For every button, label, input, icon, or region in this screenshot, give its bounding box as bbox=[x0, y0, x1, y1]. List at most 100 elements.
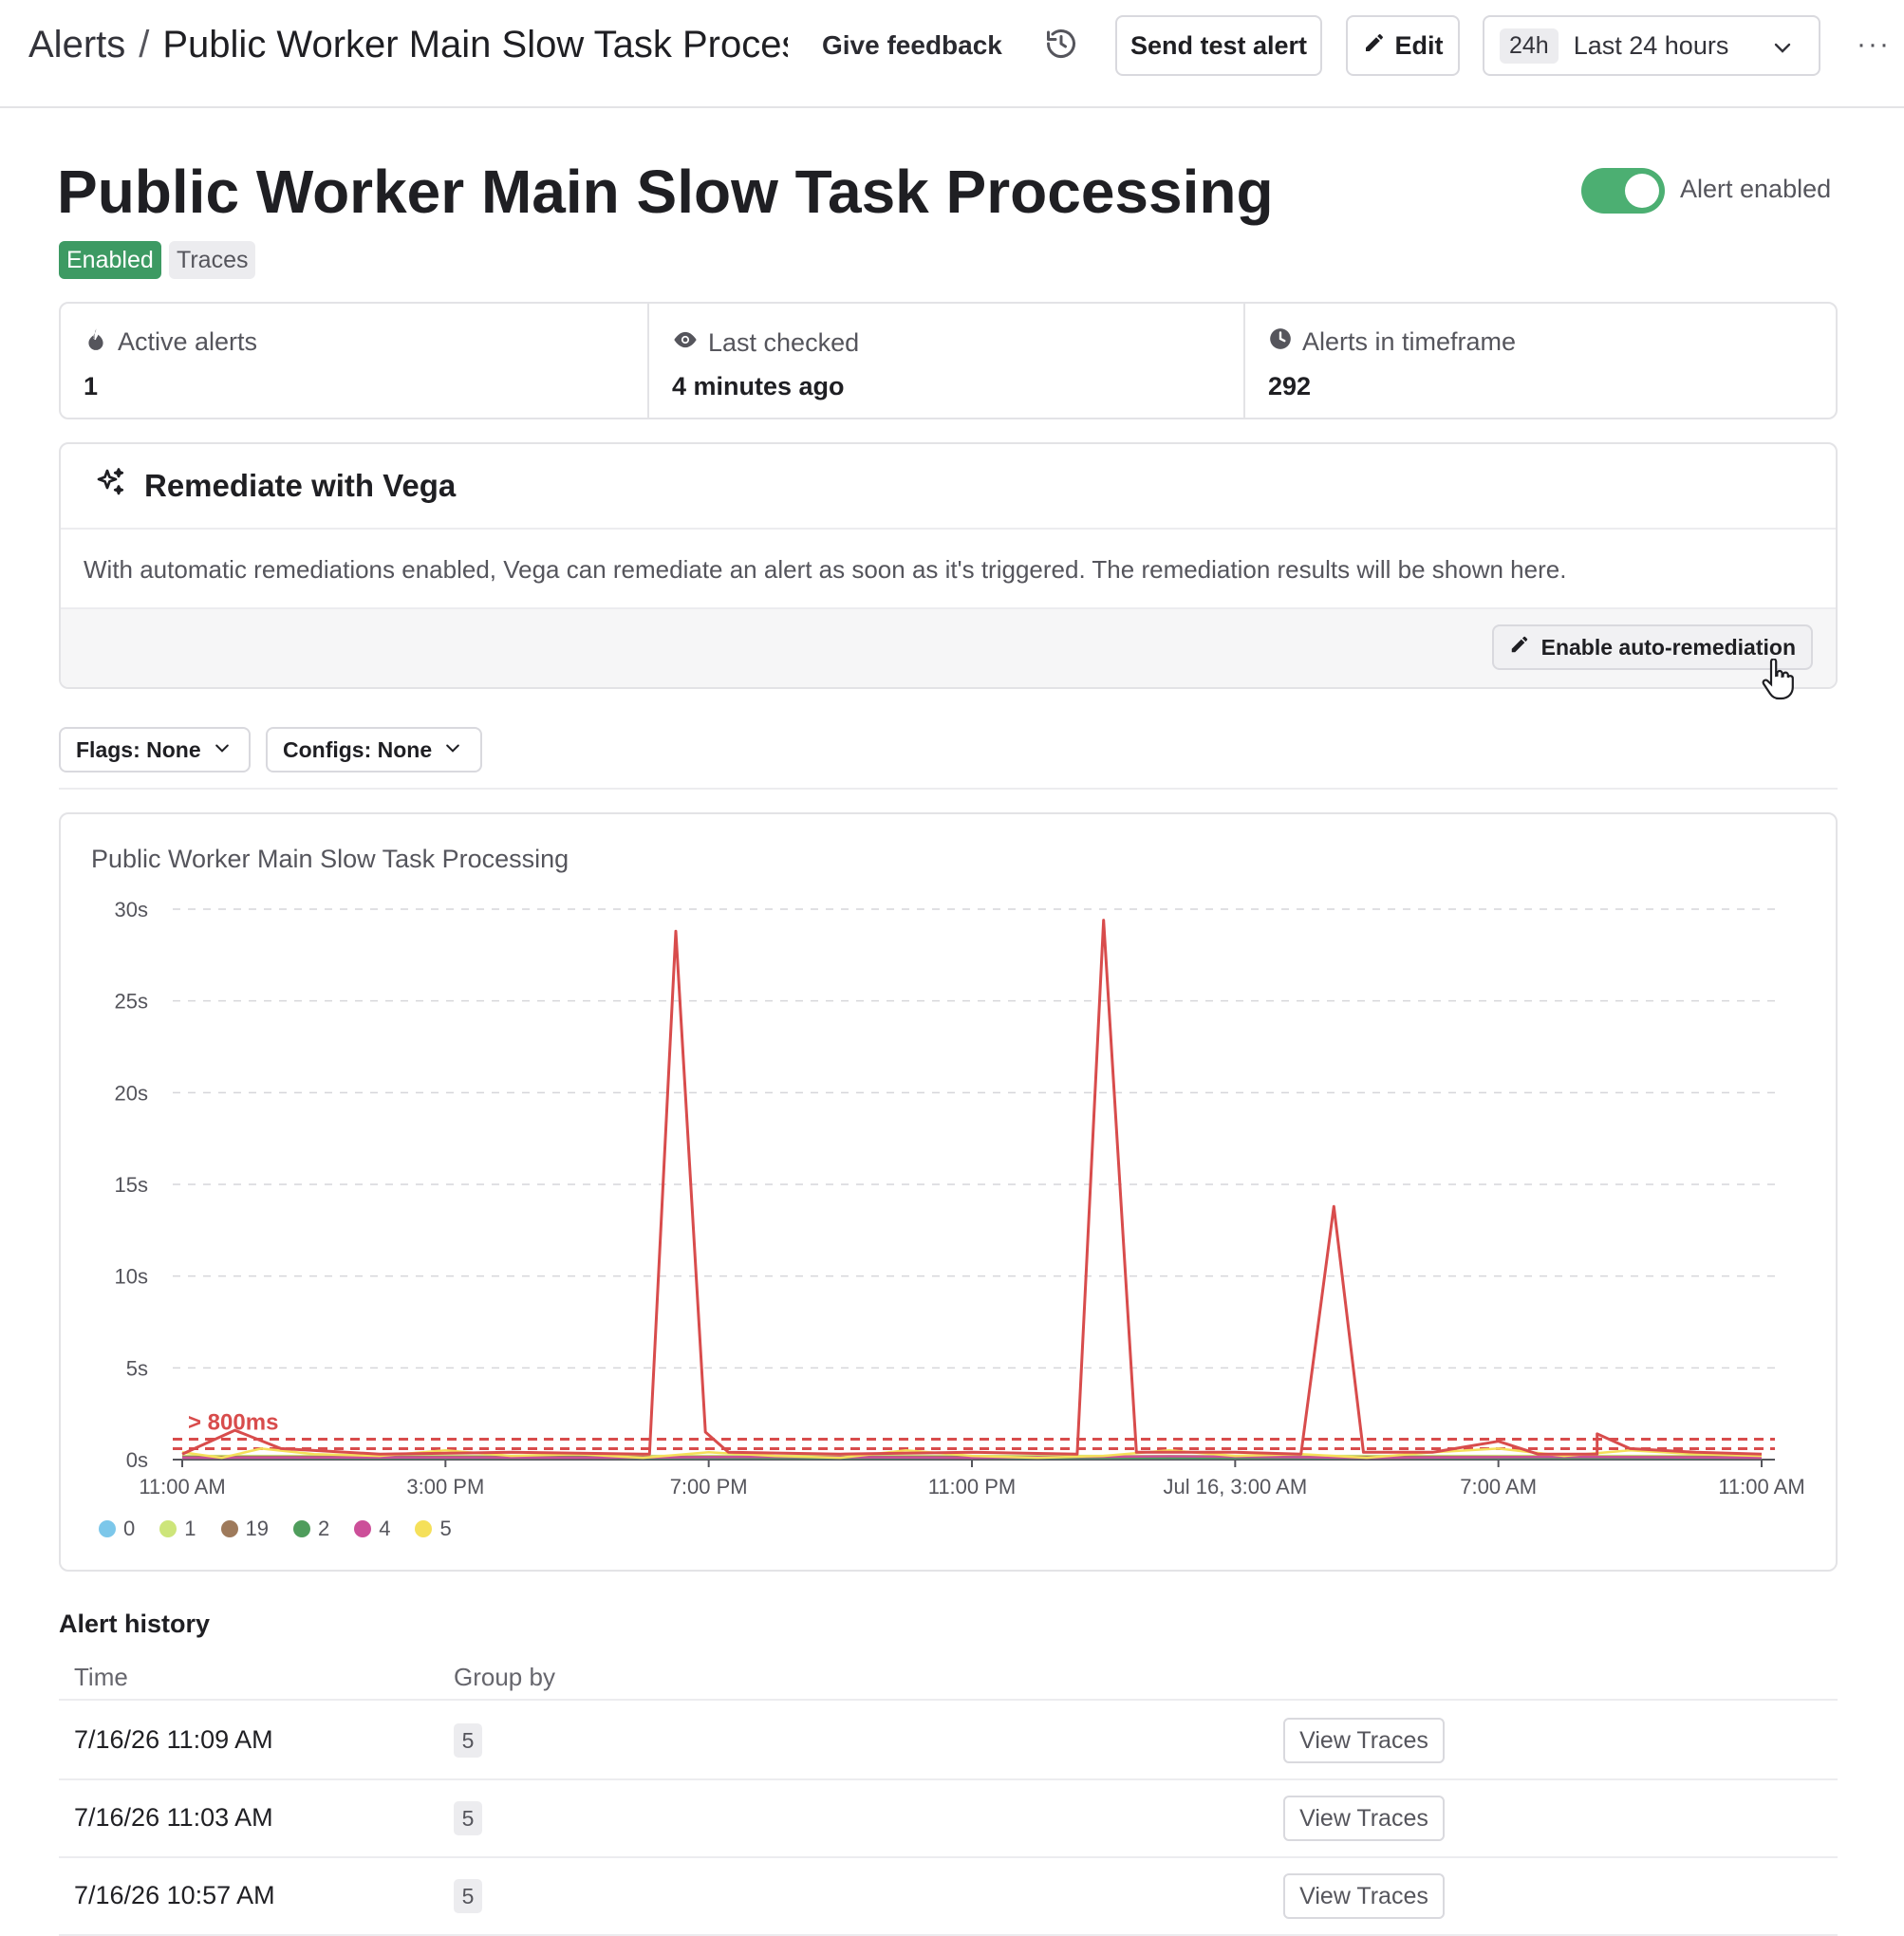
auto-remediation-label: Enable auto-remediation bbox=[1540, 634, 1796, 660]
legend-item[interactable]: 5 bbox=[415, 1517, 452, 1541]
stat-last-checked: Last checked 4 minutes ago bbox=[647, 304, 1243, 418]
send-test-alert-button[interactable]: Send test alert bbox=[1115, 15, 1322, 76]
breadcrumb-separator: / bbox=[139, 24, 150, 65]
view-traces-button[interactable]: View Traces bbox=[1283, 1718, 1445, 1763]
y-tick-label: 0s bbox=[126, 1448, 148, 1472]
flags-filter-label: Flags: None bbox=[76, 736, 201, 762]
legend-dot bbox=[159, 1520, 177, 1537]
table-row: 7/16/26 10:57 AM 5 View Traces bbox=[59, 1858, 1838, 1936]
x-tick-label: 7:00 PM bbox=[670, 1475, 748, 1498]
stat-value: 1 bbox=[84, 372, 99, 400]
series-line-main bbox=[181, 919, 1763, 1456]
eye-icon bbox=[672, 326, 699, 360]
history-icon[interactable] bbox=[1044, 27, 1082, 65]
remediate-title: Remediate with Vega bbox=[144, 468, 457, 503]
x-tick-label: Jul 16, 3:00 AM bbox=[1164, 1475, 1308, 1498]
more-options-icon[interactable]: ··· bbox=[1857, 28, 1891, 60]
chevron-down-icon bbox=[1771, 36, 1794, 65]
legend-item[interactable]: 2 bbox=[292, 1517, 330, 1541]
legend-dot bbox=[415, 1520, 433, 1537]
stat-active-alerts: Active alerts 1 bbox=[61, 304, 647, 418]
alert-enabled-toggle[interactable] bbox=[1581, 168, 1665, 214]
filters-divider bbox=[59, 788, 1838, 790]
y-tick-label: 10s bbox=[115, 1265, 148, 1289]
chart-card: Public Worker Main Slow Task Processing … bbox=[59, 812, 1838, 1572]
x-tick-label: 11:00 AM bbox=[1718, 1475, 1804, 1498]
pencil-icon bbox=[1509, 634, 1530, 661]
y-tick-label: 30s bbox=[115, 898, 148, 921]
flame-icon bbox=[84, 326, 108, 358]
chevron-down-icon bbox=[443, 737, 462, 763]
time-range-select[interactable]: 24h Last 24 hours bbox=[1483, 15, 1820, 76]
legend-dot bbox=[99, 1520, 116, 1537]
legend-label: 1 bbox=[184, 1517, 196, 1540]
legend-item[interactable]: 0 bbox=[99, 1517, 135, 1541]
remediate-description: With automatic remediations enabled, Veg… bbox=[61, 530, 1836, 609]
x-tick-label: 11:00 PM bbox=[928, 1475, 1017, 1498]
table-row: 7/16/26 11:03 AM 5 View Traces bbox=[59, 1780, 1838, 1858]
latency-chart[interactable]: 0s 5s 10s 15s 20s 25s 30s 11:00 AM 3:00 PM 7:00 P… bbox=[61, 814, 1836, 1498]
configs-filter-label: Configs: None bbox=[283, 736, 433, 762]
history-table-header: Time Group by bbox=[59, 1659, 1838, 1701]
series-line-4 bbox=[181, 1455, 1763, 1460]
chart-legend: 0 1 19 2 4 5 bbox=[99, 1517, 452, 1541]
status-badge: Enabled bbox=[59, 241, 161, 279]
x-tick-label: 11:00 AM bbox=[139, 1475, 225, 1498]
breadcrumb-current: Public Worker Main Slow Task Processing bbox=[162, 24, 788, 65]
breadcrumb: Alerts / Public Worker Main Slow Task Proc… bbox=[28, 21, 788, 68]
legend-label: 2 bbox=[317, 1517, 330, 1540]
legend-item[interactable]: 19 bbox=[220, 1517, 269, 1541]
legend-item[interactable]: 1 bbox=[159, 1517, 196, 1541]
edit-label: Edit bbox=[1394, 30, 1444, 60]
row-time: 7/16/26 11:09 AM bbox=[74, 1725, 273, 1754]
legend-dot bbox=[220, 1520, 238, 1537]
top-bar: Alerts / Public Worker Main Slow Task Proc… bbox=[0, 0, 1904, 108]
y-tick-label: 5s bbox=[126, 1356, 148, 1380]
legend-item[interactable]: 4 bbox=[354, 1517, 390, 1541]
alert-history-title: Alert history bbox=[59, 1610, 211, 1638]
stat-label: Alerts in timeframe bbox=[1302, 327, 1517, 356]
range-label: Last 24 hours bbox=[1573, 30, 1729, 60]
row-group-badge: 5 bbox=[454, 1723, 482, 1758]
enable-auto-remediation-button[interactable]: Enable auto-remediation bbox=[1491, 624, 1813, 670]
configs-filter[interactable]: Configs: None bbox=[266, 727, 482, 773]
y-tick-label: 15s bbox=[115, 1173, 148, 1197]
hand-cursor-icon bbox=[1760, 658, 1794, 705]
stat-label: Last checked bbox=[708, 328, 860, 357]
page-title: Public Worker Main Slow Task Processing bbox=[57, 158, 1274, 226]
flags-filter[interactable]: Flags: None bbox=[59, 727, 251, 773]
type-badge: Traces bbox=[169, 241, 256, 279]
chevron-down-icon bbox=[213, 737, 232, 763]
y-tick-label: 25s bbox=[115, 990, 148, 1014]
legend-label: 19 bbox=[245, 1517, 269, 1540]
row-time: 7/16/26 11:03 AM bbox=[74, 1803, 273, 1832]
legend-dot bbox=[354, 1520, 372, 1537]
toggle-knob bbox=[1625, 174, 1659, 208]
alert-enabled-label: Alert enabled bbox=[1680, 175, 1832, 203]
x-tick-label: 7:00 AM bbox=[1460, 1475, 1537, 1498]
col-group-by: Group by bbox=[454, 1663, 555, 1691]
stats-panel: Active alerts 1 Last checked 4 minutes a… bbox=[59, 302, 1838, 419]
sparkle-icon bbox=[93, 465, 127, 507]
edit-button[interactable]: Edit bbox=[1346, 15, 1460, 76]
stat-alerts-in-timeframe: Alerts in timeframe 292 bbox=[1243, 304, 1836, 418]
chart-title: Public Worker Main Slow Task Processing bbox=[91, 845, 569, 873]
give-feedback-link[interactable]: Give feedback bbox=[822, 30, 1002, 60]
pencil-icon bbox=[1363, 31, 1386, 61]
y-tick-label: 20s bbox=[115, 1081, 148, 1105]
clock-icon bbox=[1268, 326, 1293, 358]
stat-value: 4 minutes ago bbox=[672, 372, 845, 400]
row-time: 7/16/26 10:57 AM bbox=[74, 1881, 275, 1909]
view-traces-button[interactable]: View Traces bbox=[1283, 1873, 1445, 1919]
legend-dot bbox=[292, 1520, 310, 1537]
row-group-badge: 5 bbox=[454, 1801, 482, 1835]
stat-label: Active alerts bbox=[118, 327, 258, 356]
breadcrumb-alerts-link[interactable]: Alerts bbox=[28, 24, 126, 65]
legend-label: 5 bbox=[439, 1517, 452, 1540]
legend-label: 4 bbox=[379, 1517, 391, 1540]
range-chip: 24h bbox=[1500, 28, 1559, 64]
view-traces-button[interactable]: View Traces bbox=[1283, 1796, 1445, 1841]
table-row: 7/16/26 11:09 AM 5 View Traces bbox=[59, 1703, 1838, 1780]
x-tick-label: 3:00 PM bbox=[406, 1475, 484, 1498]
remediate-card: Remediate with Vega With automatic remed… bbox=[59, 442, 1838, 689]
